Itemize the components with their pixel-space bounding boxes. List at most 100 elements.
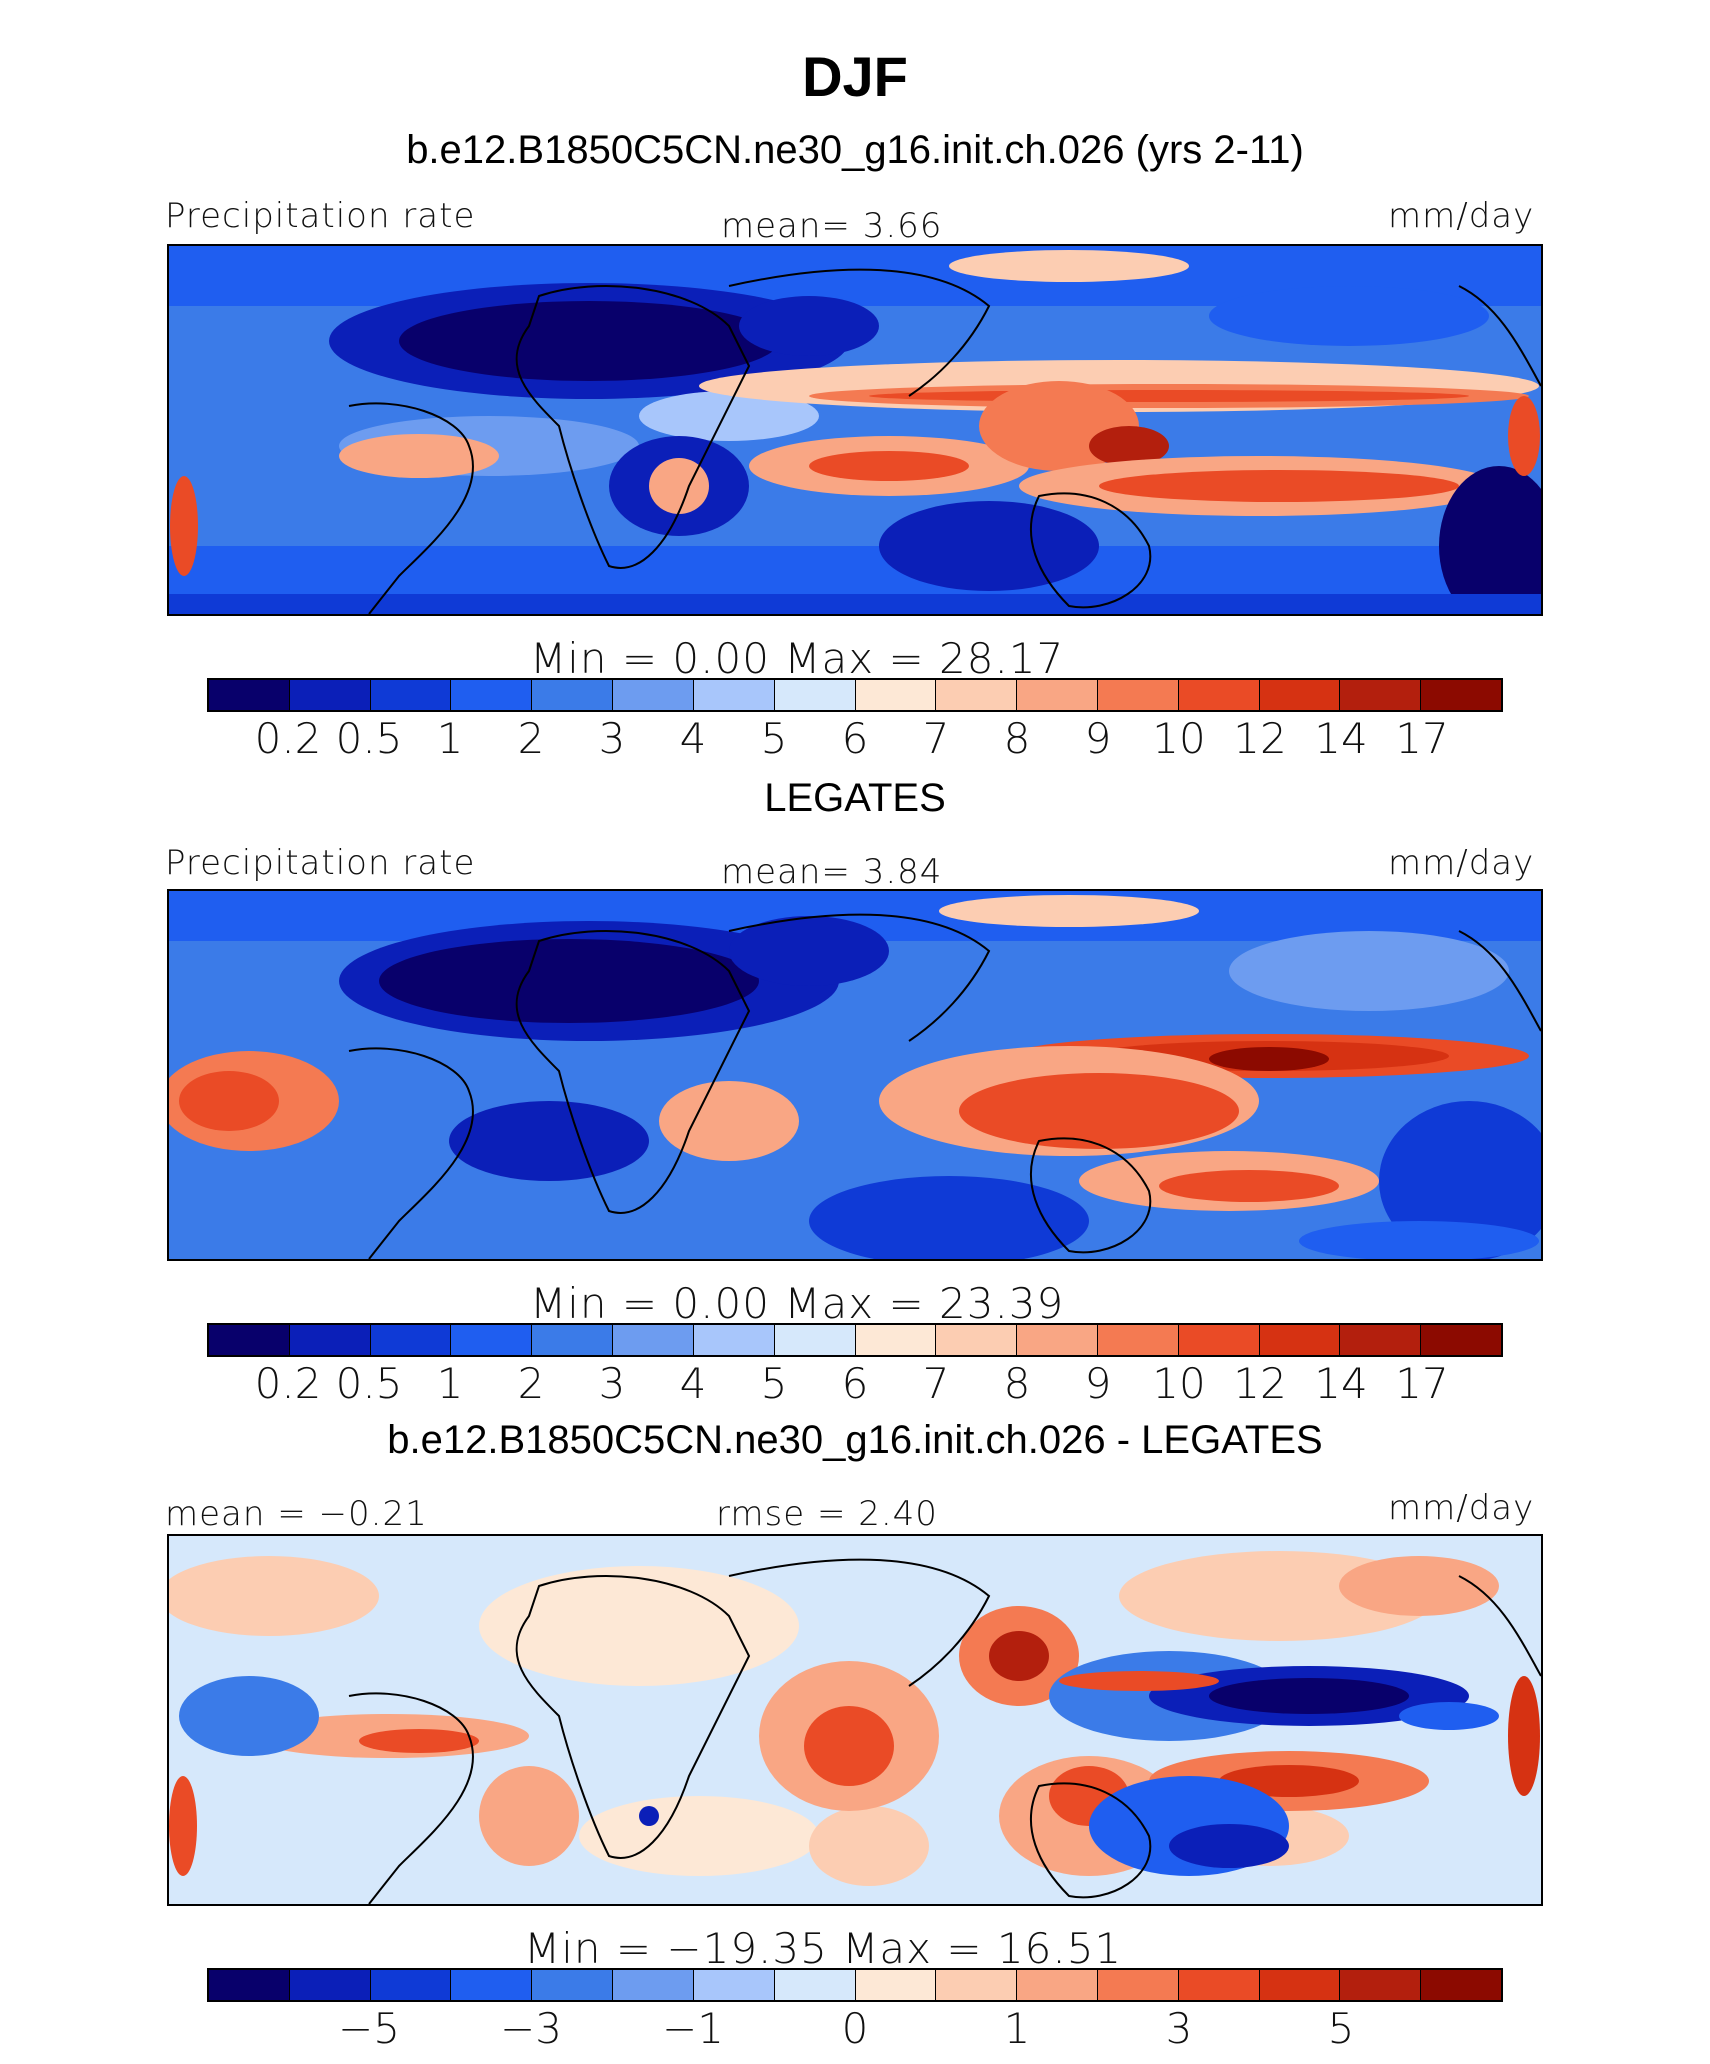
- panel-1-tick: 7: [922, 714, 950, 763]
- colorbar-swatch: [209, 680, 290, 710]
- panel-3-mean-label: mean = −0.21: [165, 1494, 428, 1534]
- colorbar-swatch: [1017, 680, 1098, 710]
- colorbar-swatch: [289, 680, 371, 710]
- panel-1-tick: 3: [598, 714, 626, 763]
- colorbar-swatch: [289, 1325, 371, 1355]
- colorbar-swatch: [693, 680, 775, 710]
- colorbar-swatch: [693, 1970, 775, 2000]
- colorbar-swatch: [1340, 680, 1422, 710]
- panel-3-units-label: mm/day: [1388, 1488, 1535, 1528]
- panel-3-map: [167, 1534, 1543, 1906]
- panel-3-tick: 0: [841, 2004, 869, 2053]
- panel-1-map: [167, 244, 1543, 616]
- colorbar-swatch: [209, 1325, 290, 1355]
- panel-1-tick: 17: [1395, 714, 1449, 763]
- panel-2-map: [167, 889, 1543, 1261]
- panel-1-colorbar: [207, 678, 1503, 712]
- colorbar-swatch: [613, 1325, 694, 1355]
- panel-2-tick: 12: [1233, 1359, 1287, 1408]
- panel-1-tick: 8: [1003, 714, 1031, 763]
- panel-3-colorbar: [207, 1968, 1503, 2002]
- panel-2-tick: 3: [598, 1359, 626, 1408]
- colorbar-swatch: [855, 1325, 937, 1355]
- panel-3-tick: −5: [338, 2004, 400, 2053]
- panel-2-variable-label: Precipitation rate: [165, 843, 476, 883]
- colorbar-swatch: [855, 680, 937, 710]
- colorbar-swatch: [855, 1970, 937, 2000]
- colorbar-swatch: [451, 1970, 533, 2000]
- colorbar-swatch: [936, 680, 1018, 710]
- colorbar-swatch: [936, 1970, 1018, 2000]
- colorbar-swatch: [1097, 1325, 1179, 1355]
- colorbar-swatch: [1178, 1325, 1260, 1355]
- colorbar-swatch: [1259, 680, 1341, 710]
- panel-2-tick: 0.5: [335, 1359, 403, 1408]
- panel-1-mean-label: mean= 3.66: [721, 206, 943, 246]
- colorbar-swatch: [1097, 680, 1179, 710]
- panel-1-tick: 9: [1084, 714, 1112, 763]
- colorbar-swatch: [532, 1970, 614, 2000]
- panel-1-tick: 4: [679, 714, 707, 763]
- colorbar-swatch: [774, 1325, 856, 1355]
- main-title: DJF: [802, 45, 908, 108]
- colorbar-swatch: [1017, 1325, 1098, 1355]
- panel-2-tick: 9: [1084, 1359, 1112, 1408]
- panel-2-tick: 17: [1395, 1359, 1449, 1408]
- panel-3-tick: 1: [1003, 2004, 1031, 2053]
- panel-1-tick: 5: [760, 714, 788, 763]
- panel-3-minmax: Min = −19.35 Max = 16.51: [524, 1924, 1123, 1973]
- colorbar-swatch: [451, 680, 533, 710]
- panel-1-tick: 12: [1233, 714, 1287, 763]
- colorbar-swatch: [1259, 1325, 1341, 1355]
- panel-2-mean-label: mean= 3.84: [721, 852, 943, 892]
- panel-2-tick: 8: [1003, 1359, 1031, 1408]
- panel-1-tick: 10: [1152, 714, 1206, 763]
- panel-1-units-label: mm/day: [1388, 196, 1535, 236]
- colorbar-swatch: [370, 1325, 452, 1355]
- colorbar-swatch: [532, 680, 614, 710]
- panel-1-title: b.e12.B1850C5CN.ne30_g16.init.ch.026 (yr…: [406, 128, 1304, 172]
- colorbar-swatch: [1178, 1970, 1260, 2000]
- panel-3-tick: 3: [1165, 2004, 1193, 2053]
- panel-2-minmax: Min = 0.00 Max = 23.39: [530, 1279, 1065, 1328]
- colorbar-swatch: [1340, 1325, 1422, 1355]
- panel-3-tick: −1: [662, 2004, 724, 2053]
- panel-2-tick: 10: [1152, 1359, 1206, 1408]
- colorbar-swatch: [613, 680, 694, 710]
- panel-1-tick: 1: [436, 714, 464, 763]
- panel-2-tick: 1: [436, 1359, 464, 1408]
- colorbar-swatch: [774, 680, 856, 710]
- panel-2-title: LEGATES: [764, 776, 946, 820]
- colorbar-swatch: [370, 680, 452, 710]
- panel-2-tick: 4: [679, 1359, 707, 1408]
- colorbar-swatch: [1178, 680, 1260, 710]
- panel-2-tick: 7: [922, 1359, 950, 1408]
- panel-2-tick: 6: [841, 1359, 869, 1408]
- panel-2-tick: 0.2: [254, 1359, 322, 1408]
- colorbar-swatch: [936, 1325, 1018, 1355]
- panel-2-units-label: mm/day: [1388, 843, 1535, 883]
- colorbar-swatch: [1421, 1970, 1501, 2000]
- panel-1-tick: 2: [517, 714, 545, 763]
- panel-2-tick: 5: [760, 1359, 788, 1408]
- colorbar-swatch: [1259, 1970, 1341, 2000]
- colorbar-swatch: [370, 1970, 452, 2000]
- colorbar-swatch: [1421, 680, 1501, 710]
- panel-1-tick: 14: [1314, 714, 1368, 763]
- panel-1-variable-label: Precipitation rate: [165, 196, 476, 236]
- colorbar-swatch: [613, 1970, 694, 2000]
- colorbar-swatch: [1421, 1325, 1501, 1355]
- panel-3-tick: −3: [500, 2004, 562, 2053]
- panel-1-tick: 0.2: [254, 714, 322, 763]
- panel-3-tick: 5: [1327, 2004, 1355, 2053]
- panel-1-tick: 6: [841, 714, 869, 763]
- colorbar-swatch: [532, 1325, 614, 1355]
- panel-3-rmse-label: rmse = 2.40: [716, 1494, 938, 1534]
- colorbar-swatch: [451, 1325, 533, 1355]
- colorbar-swatch: [1097, 1970, 1179, 2000]
- colorbar-swatch: [774, 1970, 856, 2000]
- colorbar-swatch: [693, 1325, 775, 1355]
- colorbar-swatch: [1340, 1970, 1422, 2000]
- panel-1-minmax: Min = 0.00 Max = 28.17: [530, 634, 1065, 683]
- panel-2-colorbar: [207, 1323, 1503, 1357]
